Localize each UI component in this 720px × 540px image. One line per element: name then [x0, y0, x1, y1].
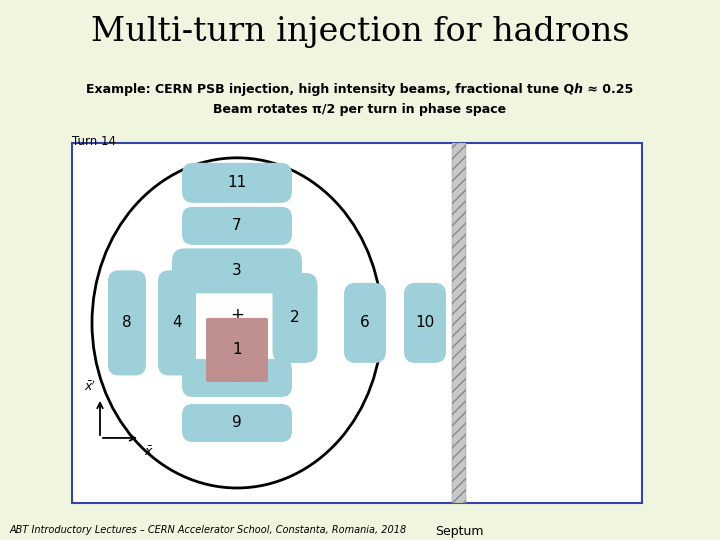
Text: 11: 11 [228, 176, 247, 190]
FancyBboxPatch shape [172, 248, 302, 293]
Text: Example: CERN PSB injection, high intensity beams, fractional tune Qℎ ≈ 0.25: Example: CERN PSB injection, high intens… [86, 83, 634, 96]
Text: 5: 5 [232, 370, 242, 386]
FancyBboxPatch shape [108, 271, 146, 375]
Text: 3: 3 [232, 264, 242, 279]
FancyBboxPatch shape [182, 404, 292, 442]
Text: $\bar{x}$: $\bar{x}$ [144, 446, 154, 460]
FancyBboxPatch shape [206, 318, 268, 382]
FancyBboxPatch shape [272, 273, 318, 363]
Bar [72, 143, 642, 503]
FancyBboxPatch shape [182, 163, 292, 203]
Text: 10: 10 [415, 315, 435, 330]
Text: ABT Introductory Lectures – CERN Accelerator School, Constanta, Romania, 2018: ABT Introductory Lectures – CERN Acceler… [10, 525, 408, 535]
FancyBboxPatch shape [158, 271, 196, 375]
Text: $\bar{x}'$: $\bar{x}'$ [84, 380, 96, 394]
Text: 7: 7 [232, 218, 242, 233]
Text: Septum: Septum [435, 525, 483, 538]
Text: 1: 1 [232, 342, 242, 357]
Text: Multi-turn injection for hadrons: Multi-turn injection for hadrons [91, 16, 629, 49]
Text: +: + [230, 306, 244, 324]
Text: 9: 9 [232, 415, 242, 430]
Bar [452, 143, 466, 503]
Text: Turn 14: Turn 14 [72, 135, 116, 148]
Text: Beam rotates π/2 per turn in phase space: Beam rotates π/2 per turn in phase space [213, 103, 507, 116]
Text: 2: 2 [290, 310, 300, 326]
FancyBboxPatch shape [182, 207, 292, 245]
Text: 4: 4 [172, 315, 182, 330]
FancyBboxPatch shape [404, 283, 446, 363]
FancyBboxPatch shape [182, 359, 292, 397]
FancyBboxPatch shape [344, 283, 386, 363]
Text: 6: 6 [360, 315, 370, 330]
Text: 8: 8 [122, 315, 132, 330]
Bar [452, 143, 466, 503]
